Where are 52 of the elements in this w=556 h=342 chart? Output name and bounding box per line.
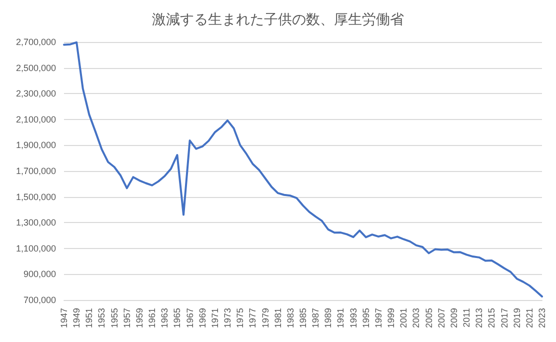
- y-tick-label: 1,100,000: [16, 243, 56, 254]
- x-tick-label: 1965: [172, 308, 182, 328]
- x-tick-label: 2013: [474, 308, 484, 328]
- x-tick-label: 2005: [424, 308, 434, 328]
- x-tick-label: 1983: [285, 308, 296, 328]
- x-tick-label: 1995: [360, 308, 371, 328]
- x-tick-label: 1977: [248, 308, 258, 328]
- x-tick-label: 1991: [336, 308, 346, 328]
- y-tick-label: 1,300,000: [16, 218, 56, 228]
- x-tick-label: 1963: [160, 308, 170, 328]
- y-tick-label: 2,500,000: [16, 62, 56, 73]
- x-tick-label: 2003: [411, 308, 422, 328]
- x-tick-label: 1981: [272, 308, 283, 328]
- x-tick-label: 1951: [84, 308, 94, 328]
- y-tick-label: 900,000: [23, 269, 56, 280]
- x-tick-label: 1973: [222, 308, 233, 328]
- x-tick-label: 1999: [386, 308, 396, 328]
- y-tick-label: 2,700,000: [16, 37, 56, 47]
- x-tick-label: 1997: [373, 308, 384, 328]
- x-tick-label: 1959: [134, 308, 144, 328]
- x-tick-label: 1949: [72, 308, 82, 328]
- x-tick-label: 1969: [197, 308, 208, 328]
- y-tick-label: 1,900,000: [16, 140, 56, 150]
- y-tick-label: 2,100,000: [16, 114, 56, 124]
- x-tick-label: 2007: [436, 308, 446, 328]
- y-tick-label: 2,300,000: [16, 88, 56, 99]
- x-tick-label: 2023: [537, 308, 547, 328]
- x-tick-label: 2011: [462, 308, 472, 328]
- x-tick-label: 1955: [109, 308, 120, 328]
- x-tick-label: 1947: [59, 308, 69, 328]
- x-tick-label: 1961: [147, 308, 158, 328]
- x-tick-label: 1953: [96, 308, 107, 328]
- y-tick-label: 700,000: [23, 295, 56, 305]
- x-tick-label: 2019: [512, 308, 522, 328]
- x-tick-label: 1989: [323, 308, 334, 328]
- x-tick-label: 2001: [398, 308, 409, 328]
- y-tick-label: 1,700,000: [16, 166, 56, 176]
- x-tick-label: 1957: [122, 308, 132, 328]
- x-tick-label: 2009: [448, 308, 459, 328]
- x-tick-label: 1985: [298, 308, 308, 328]
- x-tick-label: 1975: [235, 308, 246, 328]
- line-series: [63, 41, 543, 298]
- x-tick-label: 1987: [310, 308, 321, 328]
- chart-title: 激減する生まれた子供の数、厚生労働省: [152, 12, 404, 28]
- x-tick-label: 2015: [486, 308, 497, 328]
- x-tick-label: 2021: [524, 308, 534, 328]
- x-tick-label: 1979: [260, 308, 270, 328]
- x-tick-label: 2017: [499, 308, 510, 328]
- y-tick-label: 1,500,000: [16, 192, 56, 202]
- x-tick-label: 1993: [348, 308, 358, 328]
- x-tick-label: 1967: [184, 308, 195, 328]
- x-tick-label: 1971: [210, 308, 220, 328]
